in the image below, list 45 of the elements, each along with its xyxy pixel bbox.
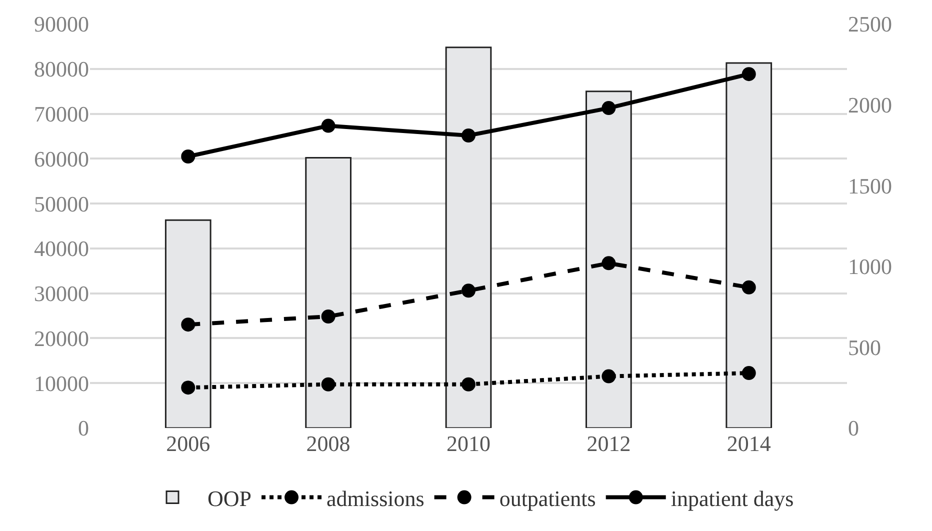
- y-tick-label: 40000: [34, 236, 89, 262]
- x-tick-label: 2006: [166, 431, 210, 456]
- point: [462, 128, 476, 142]
- y-tick-label: 30000: [34, 281, 89, 306]
- y2-tick-label: 2000: [848, 92, 892, 118]
- point: [321, 377, 336, 392]
- point: [602, 369, 616, 384]
- x-tick-label: 2010: [446, 431, 490, 456]
- y-tick-label: 20000: [34, 326, 89, 351]
- y-tick-label: 70000: [34, 101, 89, 126]
- bar: [305, 157, 352, 428]
- bar: [586, 90, 632, 428]
- x-tick-label: 2012: [586, 431, 631, 456]
- y-tick-label: 80000: [34, 56, 89, 82]
- y2-tick-label: 500: [848, 334, 881, 360]
- y2-tick-label: 1500: [848, 173, 892, 198]
- legend-label: outpatients: [499, 486, 596, 511]
- legend-label: inpatient days: [670, 486, 794, 511]
- point: [321, 310, 336, 324]
- bar: [726, 62, 772, 428]
- bar: [164, 219, 212, 428]
- y-tick-label: 50000: [34, 191, 89, 216]
- y2-tick-label: 2500: [848, 12, 892, 37]
- y-tick-label: 0: [78, 416, 89, 441]
- point: [321, 118, 336, 133]
- point: [742, 67, 756, 82]
- point: [181, 150, 196, 164]
- point: [742, 366, 756, 380]
- point: [462, 284, 476, 298]
- point: [181, 380, 196, 395]
- point: [181, 318, 196, 332]
- x-tick-label: 2014: [726, 431, 771, 456]
- point: [602, 101, 616, 116]
- point: [742, 280, 756, 294]
- y-tick-label: 90000: [34, 12, 89, 37]
- point: [602, 256, 616, 270]
- legend-label: OOP: [208, 486, 252, 511]
- bar: [445, 46, 492, 428]
- point: [462, 377, 476, 392]
- y-tick-label: 10000: [34, 370, 89, 396]
- x-tick-label: 2008: [306, 431, 350, 456]
- y2-tick-label: 0: [848, 416, 859, 441]
- y-tick-label: 60000: [34, 146, 89, 172]
- y2-tick-label: 1000: [848, 254, 892, 280]
- legend-label: admissions: [326, 486, 424, 511]
